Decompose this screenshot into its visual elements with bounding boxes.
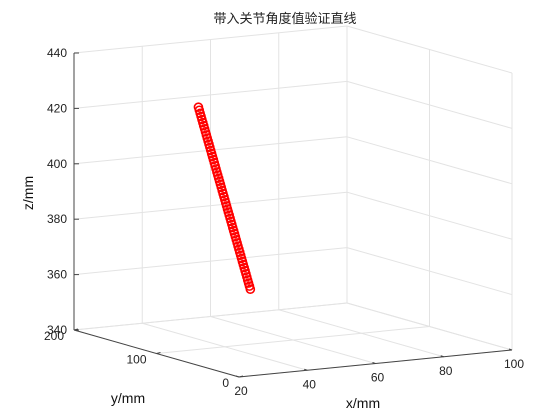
back-grid-line (73, 247, 348, 276)
z-tick-label: 360 (47, 268, 67, 282)
side-grid-line (346, 302, 513, 351)
x-tick-mark (235, 375, 240, 378)
z-axis-label: z/mm (20, 176, 36, 210)
back-grid-line (73, 302, 348, 331)
x-tick-label: 60 (371, 371, 385, 385)
y-axis-label: y/mm (111, 390, 145, 406)
y-tick-label: 100 (126, 353, 146, 367)
y-tick-label: 200 (44, 329, 64, 343)
y-tick-mark (156, 352, 161, 354)
x-tick-label: 100 (504, 357, 524, 371)
z-tick-label: 420 (47, 101, 67, 115)
floor-grid-line (156, 326, 430, 354)
y-tick-label: 0 (222, 376, 229, 390)
side-grid-line (346, 191, 513, 240)
z-tick-label: 340 (47, 323, 67, 337)
side-grid-line (346, 80, 513, 129)
axes (73, 52, 513, 378)
x-tick-label: 20 (234, 384, 248, 398)
back-grid-line (73, 25, 348, 54)
x-axis-label: x/mm (346, 395, 380, 411)
x-tick-mark (508, 348, 513, 351)
x-tick-label: 40 (303, 377, 317, 391)
z-tick-label: 400 (47, 157, 67, 171)
side-grid-line (346, 247, 513, 296)
side-grid-line (346, 25, 513, 74)
side-grid-line (346, 136, 513, 185)
data-point (245, 284, 256, 295)
grid-lines (73, 25, 513, 378)
x-tick-mark (440, 355, 444, 358)
data-series (193, 102, 256, 295)
x-tick-mark (372, 362, 376, 364)
x-tick-mark (304, 368, 308, 371)
z-tick-label: 380 (47, 212, 67, 226)
chart-title: 带入关节角度值验证直线 (213, 11, 356, 27)
y-tick-mark (238, 375, 244, 378)
back-grid-line (73, 80, 348, 109)
back-grid-line (73, 191, 348, 220)
z-tick-label: 440 (47, 46, 67, 60)
x-tick-label: 80 (439, 364, 453, 378)
